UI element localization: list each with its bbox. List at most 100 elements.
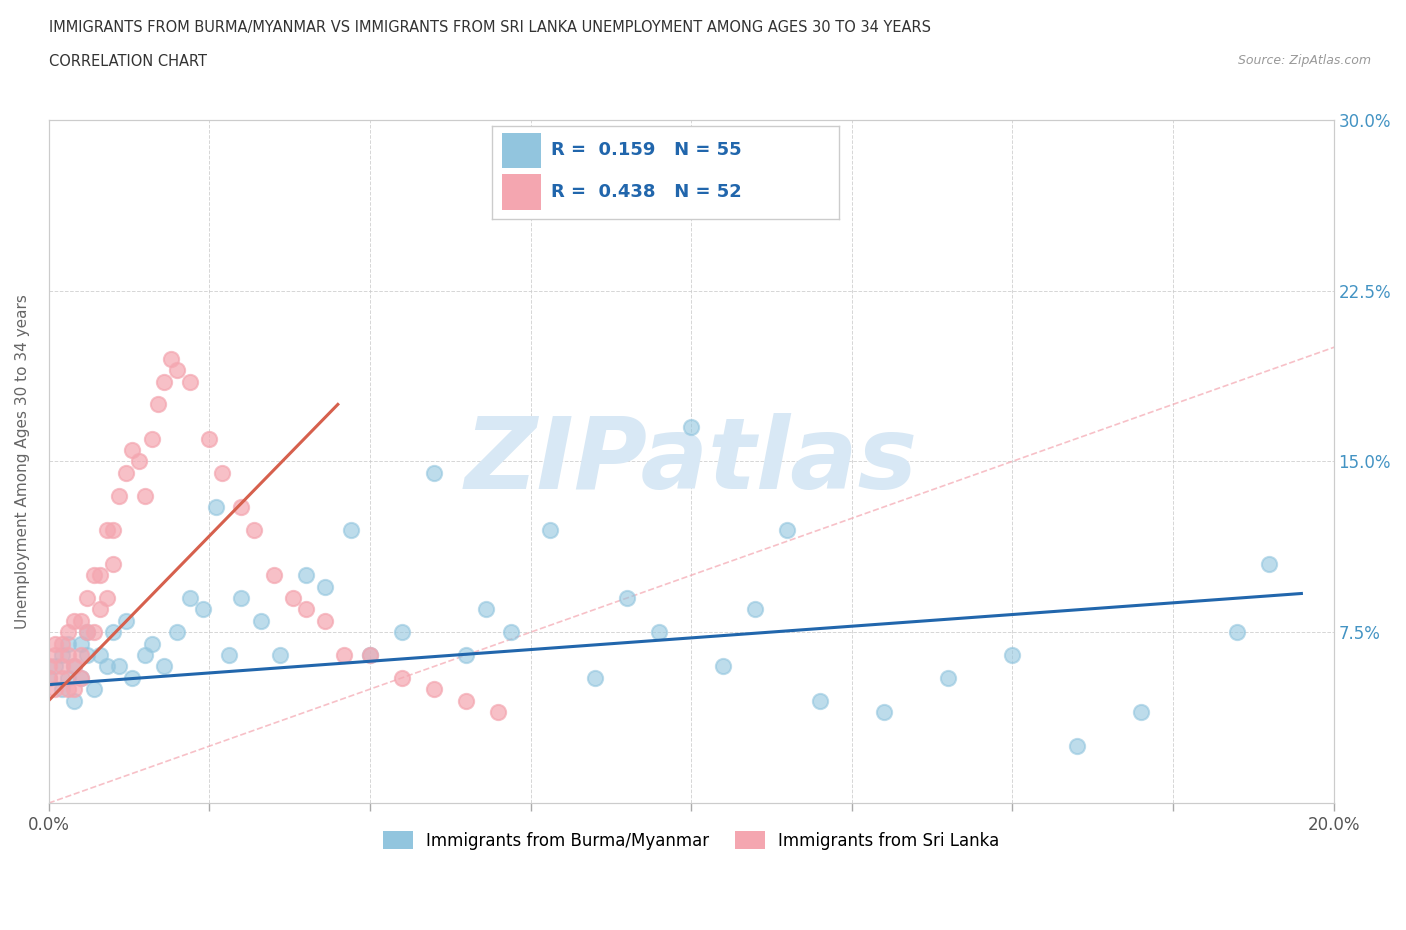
Point <box>359 647 381 662</box>
Point <box>616 591 638 605</box>
Point <box>108 488 131 503</box>
Point <box>141 636 163 651</box>
Point <box>936 671 959 685</box>
Point <box>101 556 124 571</box>
Point <box>44 682 66 697</box>
Point <box>96 659 118 674</box>
Point <box>70 636 93 651</box>
Point <box>56 636 79 651</box>
Point <box>121 443 143 458</box>
Point <box>269 647 291 662</box>
Point <box>134 488 156 503</box>
Point <box>153 659 176 674</box>
Point <box>294 602 316 617</box>
Point <box>76 591 98 605</box>
Point <box>146 397 169 412</box>
Point <box>76 625 98 640</box>
Point <box>108 659 131 674</box>
Point <box>333 647 356 662</box>
Point <box>198 432 221 446</box>
Point <box>339 523 361 538</box>
Point <box>51 636 73 651</box>
Point <box>76 625 98 640</box>
Point <box>83 625 105 640</box>
Point <box>1066 738 1088 753</box>
Point <box>56 671 79 685</box>
Point <box>56 682 79 697</box>
Point <box>873 705 896 720</box>
Point <box>359 647 381 662</box>
Point <box>191 602 214 617</box>
Point <box>89 647 111 662</box>
Point <box>63 659 86 674</box>
Point <box>179 591 201 605</box>
Point <box>96 591 118 605</box>
Point <box>166 625 188 640</box>
Point <box>314 614 336 629</box>
Y-axis label: Unemployment Among Ages 30 to 34 years: Unemployment Among Ages 30 to 34 years <box>15 294 30 629</box>
Point <box>281 591 304 605</box>
Point <box>44 647 66 662</box>
Point <box>501 625 523 640</box>
Point <box>538 523 561 538</box>
Point <box>83 568 105 583</box>
Point <box>648 625 671 640</box>
Point <box>1226 625 1249 640</box>
Point <box>249 614 271 629</box>
Point <box>391 625 413 640</box>
Point <box>38 659 60 674</box>
Text: CORRELATION CHART: CORRELATION CHART <box>49 54 207 69</box>
Text: Source: ZipAtlas.com: Source: ZipAtlas.com <box>1237 54 1371 67</box>
Point <box>808 693 831 708</box>
Legend: Immigrants from Burma/Myanmar, Immigrants from Sri Lanka: Immigrants from Burma/Myanmar, Immigrant… <box>377 825 1005 857</box>
Point <box>63 693 86 708</box>
Text: IMMIGRANTS FROM BURMA/MYANMAR VS IMMIGRANTS FROM SRI LANKA UNEMPLOYMENT AMONG AG: IMMIGRANTS FROM BURMA/MYANMAR VS IMMIGRA… <box>49 20 931 35</box>
Point <box>44 636 66 651</box>
Point <box>51 671 73 685</box>
Point <box>51 647 73 662</box>
Point <box>76 647 98 662</box>
Point <box>121 671 143 685</box>
Point <box>114 614 136 629</box>
Point <box>263 568 285 583</box>
Point <box>89 568 111 583</box>
Point <box>44 659 66 674</box>
Point <box>294 568 316 583</box>
Point <box>70 671 93 685</box>
Point <box>38 671 60 685</box>
Point <box>204 499 226 514</box>
Point <box>114 465 136 480</box>
Point <box>474 602 496 617</box>
Point <box>56 625 79 640</box>
Point <box>141 432 163 446</box>
Point <box>744 602 766 617</box>
Point <box>681 419 703 434</box>
Point <box>456 693 478 708</box>
Point <box>101 625 124 640</box>
Point <box>583 671 606 685</box>
Point <box>89 602 111 617</box>
Point <box>243 523 266 538</box>
Point <box>486 705 509 720</box>
Point <box>38 671 60 685</box>
Point <box>83 682 105 697</box>
Point <box>231 591 253 605</box>
Point <box>96 523 118 538</box>
Text: ZIPatlas: ZIPatlas <box>464 413 918 510</box>
Point <box>166 363 188 378</box>
Point <box>70 647 93 662</box>
Point <box>51 682 73 697</box>
Point <box>314 579 336 594</box>
Point <box>101 523 124 538</box>
Point <box>134 647 156 662</box>
Point <box>159 352 181 366</box>
Point <box>218 647 240 662</box>
Point <box>211 465 233 480</box>
Point <box>63 682 86 697</box>
Point <box>128 454 150 469</box>
Point <box>231 499 253 514</box>
Point <box>391 671 413 685</box>
Point <box>70 614 93 629</box>
Point <box>179 374 201 389</box>
Point <box>70 671 93 685</box>
